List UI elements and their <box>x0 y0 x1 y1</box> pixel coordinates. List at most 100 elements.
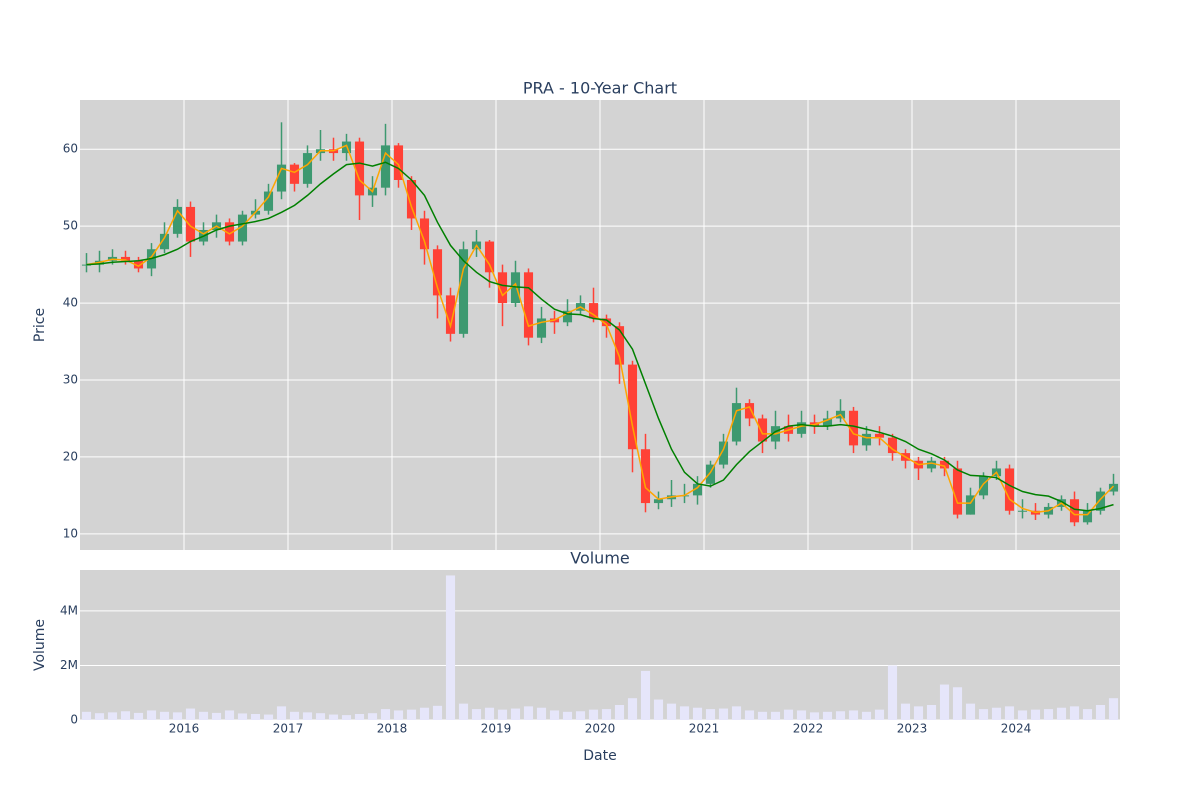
volume-bar <box>471 709 482 720</box>
volume-bar <box>692 707 703 720</box>
candle-body <box>354 141 365 196</box>
y-tick-label: 2M <box>60 658 78 672</box>
volume-bar <box>445 575 456 720</box>
candle-body <box>926 460 937 469</box>
volume-bar <box>965 703 976 720</box>
candle-body <box>510 272 521 304</box>
volume-bar <box>939 684 950 720</box>
candle-body <box>887 437 898 454</box>
volume-bar <box>575 711 586 720</box>
volume-bar <box>848 710 859 720</box>
candle-body <box>718 441 729 465</box>
volume-bar <box>913 706 924 720</box>
volume-bar <box>796 710 807 720</box>
volume-bar <box>549 710 560 720</box>
volume-bar <box>276 706 287 720</box>
volume-bar <box>705 709 716 720</box>
x-tick-label: 2024 <box>1001 722 1032 736</box>
moving-average-line <box>86 161 1114 512</box>
volume-bar <box>757 711 768 720</box>
volume-bar <box>653 699 664 720</box>
volume-bar <box>1056 707 1067 720</box>
x-tick-label: 2018 <box>377 722 408 736</box>
volume-bar <box>744 710 755 720</box>
volume-bar <box>952 687 963 720</box>
candle-body <box>1004 468 1015 511</box>
volume-bar <box>627 698 638 720</box>
candle-body <box>237 214 248 242</box>
candle-body <box>406 180 417 219</box>
volume-bar <box>588 709 599 720</box>
volume-bar <box>1004 706 1015 720</box>
candle-body <box>731 403 742 442</box>
volume-bar <box>614 705 625 720</box>
volume-bar <box>146 710 157 720</box>
candle-body <box>185 206 196 242</box>
candle-body <box>419 218 430 250</box>
candle-body <box>692 483 703 496</box>
volume-bar <box>263 714 274 720</box>
volume-bar <box>536 707 547 720</box>
candle-body <box>263 191 274 211</box>
candle-body <box>1069 499 1080 523</box>
x-tick-label: 2017 <box>273 722 304 736</box>
volume-bar <box>601 709 612 720</box>
candle-body <box>276 164 287 192</box>
volume-bar <box>419 707 430 720</box>
candle-body <box>458 249 469 334</box>
candle-body <box>744 403 755 419</box>
volume-bar <box>562 711 573 720</box>
volume-bar <box>224 710 235 720</box>
volume-bar <box>1082 709 1093 720</box>
volume-bar <box>822 711 833 720</box>
x-tick-label: 2020 <box>585 722 616 736</box>
candle-body <box>120 256 131 261</box>
x-tick-label: 2016 <box>169 722 200 736</box>
volume-bar <box>809 712 820 720</box>
chart-title: PRA - 10-Year Chart <box>523 79 677 98</box>
candle-body <box>965 495 976 515</box>
candle-body <box>939 460 950 469</box>
volume-bar <box>991 707 1002 720</box>
volume-bar <box>1095 705 1106 720</box>
volume-bar <box>640 670 651 720</box>
volume-bar <box>510 708 521 720</box>
y-tick-label: 10 <box>63 526 78 540</box>
candle-body <box>159 233 170 250</box>
candle-body <box>627 364 638 450</box>
y-tick-label: 50 <box>63 219 78 233</box>
y-tick-label: 0 <box>70 713 78 727</box>
x-tick-label: 2023 <box>897 722 928 736</box>
candle-body <box>393 145 404 180</box>
y-tick-label: 4M <box>60 603 78 617</box>
y-tick-label: 60 <box>63 142 78 156</box>
volume-bar <box>770 711 781 720</box>
candle-body <box>614 326 625 365</box>
volume-bar <box>1108 698 1119 720</box>
candle-body <box>562 310 573 323</box>
candle-body <box>1082 510 1093 523</box>
candle-body <box>705 464 716 484</box>
candle-body <box>978 476 989 496</box>
candle-body <box>588 303 599 319</box>
volume-bar <box>94 713 105 720</box>
candle-body <box>380 145 391 188</box>
volume-bar <box>341 715 352 720</box>
volume-bar <box>926 705 937 720</box>
volume-bar <box>289 711 300 720</box>
candle-body <box>484 241 495 273</box>
x-tick-label: 2019 <box>481 722 512 736</box>
volume-bar <box>484 707 495 720</box>
volume-bar <box>887 665 898 720</box>
volume-bar <box>497 709 508 720</box>
candle-body <box>445 295 456 334</box>
volume-bar <box>107 712 118 720</box>
volume-bar <box>523 706 534 720</box>
volume-bar <box>211 712 222 720</box>
candle-body <box>133 260 144 269</box>
candle-body <box>289 164 300 184</box>
candle-body <box>848 410 859 446</box>
volume-bar <box>354 714 365 720</box>
candle-body <box>536 318 547 338</box>
